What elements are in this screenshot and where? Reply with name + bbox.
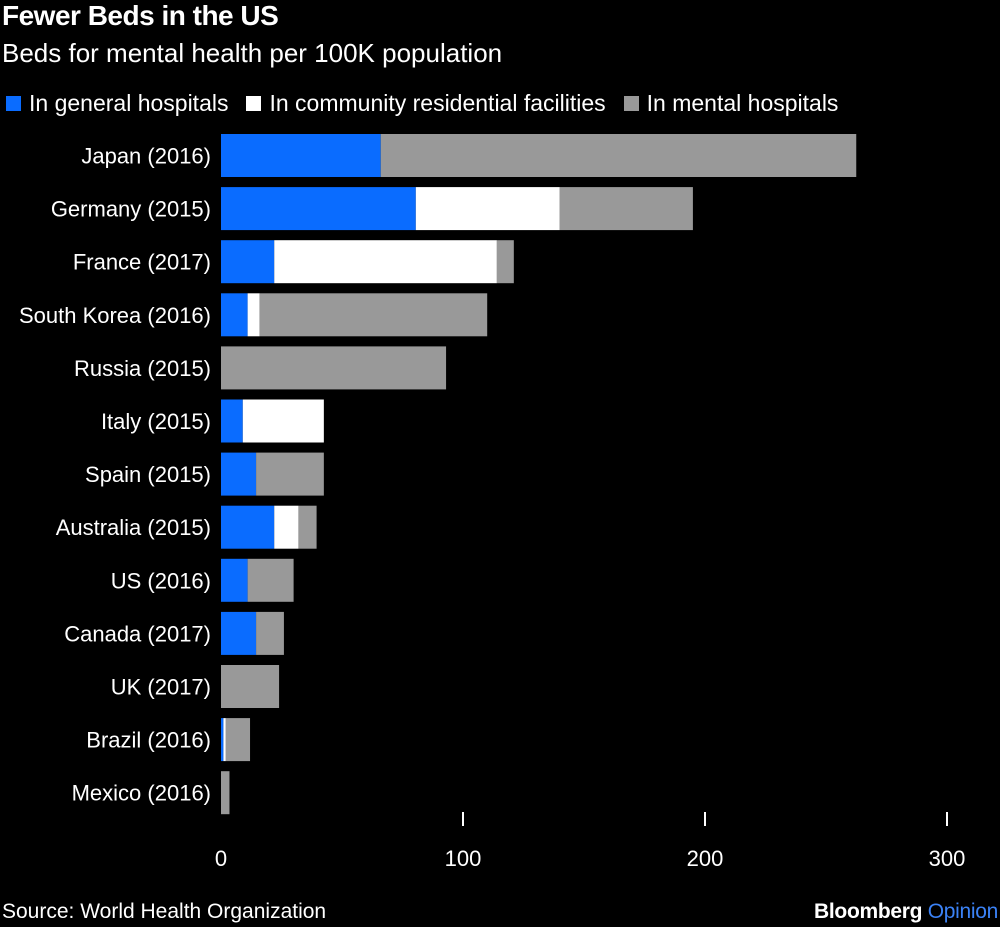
bar-canada-2017-in-general-hospitals (221, 611, 257, 655)
x-tick-label-300: 300 (929, 846, 966, 871)
bar-us-2016-in-general-hospitals (221, 558, 248, 602)
legend-item-community-facilities: In community residential facilities (246, 90, 606, 117)
category-label-canada-2017: Canada (2017) (64, 621, 211, 646)
bar-italy-2015-in-community-residential-facilities (242, 399, 324, 443)
category-label-france-2017: France (2017) (73, 250, 211, 275)
bar-south-korea-2016-in-community-residential-facilities (247, 293, 260, 337)
bar-brazil-2016-in-general-hospitals (221, 718, 224, 762)
category-label-mexico-2016: Mexico (2016) (72, 781, 211, 806)
category-label-south-korea-2016: South Korea (2016) (19, 303, 211, 328)
brand-accent: Opinion (927, 900, 999, 923)
legend-item-mental-hospitals: In mental hospitals (623, 90, 839, 117)
category-label-japan-2016: Japan (2016) (81, 144, 211, 169)
category-label-australia-2015: Australia (2015) (56, 515, 211, 540)
bar-canada-2017-in-mental-hospitals (256, 611, 284, 655)
bar-mexico-2016-in-mental-hospitals (221, 771, 230, 815)
bar-uk-2017-in-mental-hospitals (221, 665, 280, 708)
bar-germany-2015-in-general-hospitals (221, 187, 416, 231)
bar-us-2016-in-mental-hospitals (247, 558, 294, 602)
brand-name: Bloomberg (814, 900, 923, 923)
bar-germany-2015-in-mental-hospitals (559, 187, 693, 231)
legend-swatch-mental-hospitals (623, 96, 639, 111)
brand-logo: Bloomberg Opinion (814, 900, 998, 924)
bar-spain-2015-in-mental-hospitals (256, 452, 324, 496)
bar-japan-2016-in-general-hospitals (221, 134, 381, 177)
legend-swatch-general-hospitals (6, 96, 21, 111)
bar-south-korea-2016-in-general-hospitals (221, 293, 248, 337)
category-label-russia-2015: Russia (2015) (74, 356, 211, 381)
legend-label-community-facilities: In community residential facilities (269, 90, 606, 116)
legend-label-general-hospitals: In general hospitals (29, 90, 229, 116)
bar-italy-2015-in-general-hospitals (221, 399, 243, 443)
bar-russia-2015-in-mental-hospitals (221, 346, 447, 390)
bar-brazil-2016-in-mental-hospitals (225, 718, 251, 762)
category-label-uk-2017: UK (2017) (111, 675, 211, 700)
bar-france-2017-in-community-residential-facilities (274, 240, 497, 284)
x-tick-label-100: 100 (445, 846, 482, 871)
bar-australia-2015-in-general-hospitals (221, 505, 275, 549)
category-label-brazil-2016: Brazil (2016) (86, 728, 211, 753)
chart-subtitle: Beds for mental health per 100K populati… (2, 38, 503, 68)
x-tick-label-200: 200 (687, 846, 724, 871)
bar-australia-2015-in-mental-hospitals (298, 505, 317, 549)
bar-germany-2015-in-community-residential-facilities (415, 187, 560, 231)
category-label-us-2016: US (2016) (111, 568, 211, 593)
bar-japan-2016-in-mental-hospitals (380, 134, 857, 177)
legend: In general hospitals In community reside… (6, 90, 856, 117)
bar-france-2017-in-general-hospitals (221, 240, 275, 284)
category-label-germany-2015: Germany (2015) (51, 197, 211, 222)
legend-item-general-hospitals: In general hospitals (6, 90, 228, 117)
bar-brazil-2016-in-community-residential-facilities (223, 718, 226, 762)
legend-swatch-community-facilities (246, 96, 262, 111)
bar-france-2017-in-mental-hospitals (496, 240, 514, 284)
bar-spain-2015-in-general-hospitals (221, 452, 257, 496)
x-tick-label-0: 0 (215, 846, 227, 871)
bar-south-korea-2016-in-mental-hospitals (259, 293, 488, 337)
chart-title: Fewer Beds in the US (2, 0, 279, 31)
bar-australia-2015-in-community-residential-facilities (274, 505, 299, 549)
source-note: Source: World Health Organization (2, 900, 327, 923)
legend-label-mental-hospitals: In mental hospitals (646, 90, 839, 116)
category-label-italy-2015: Italy (2015) (101, 409, 211, 434)
category-label-spain-2015: Spain (2015) (85, 462, 211, 487)
